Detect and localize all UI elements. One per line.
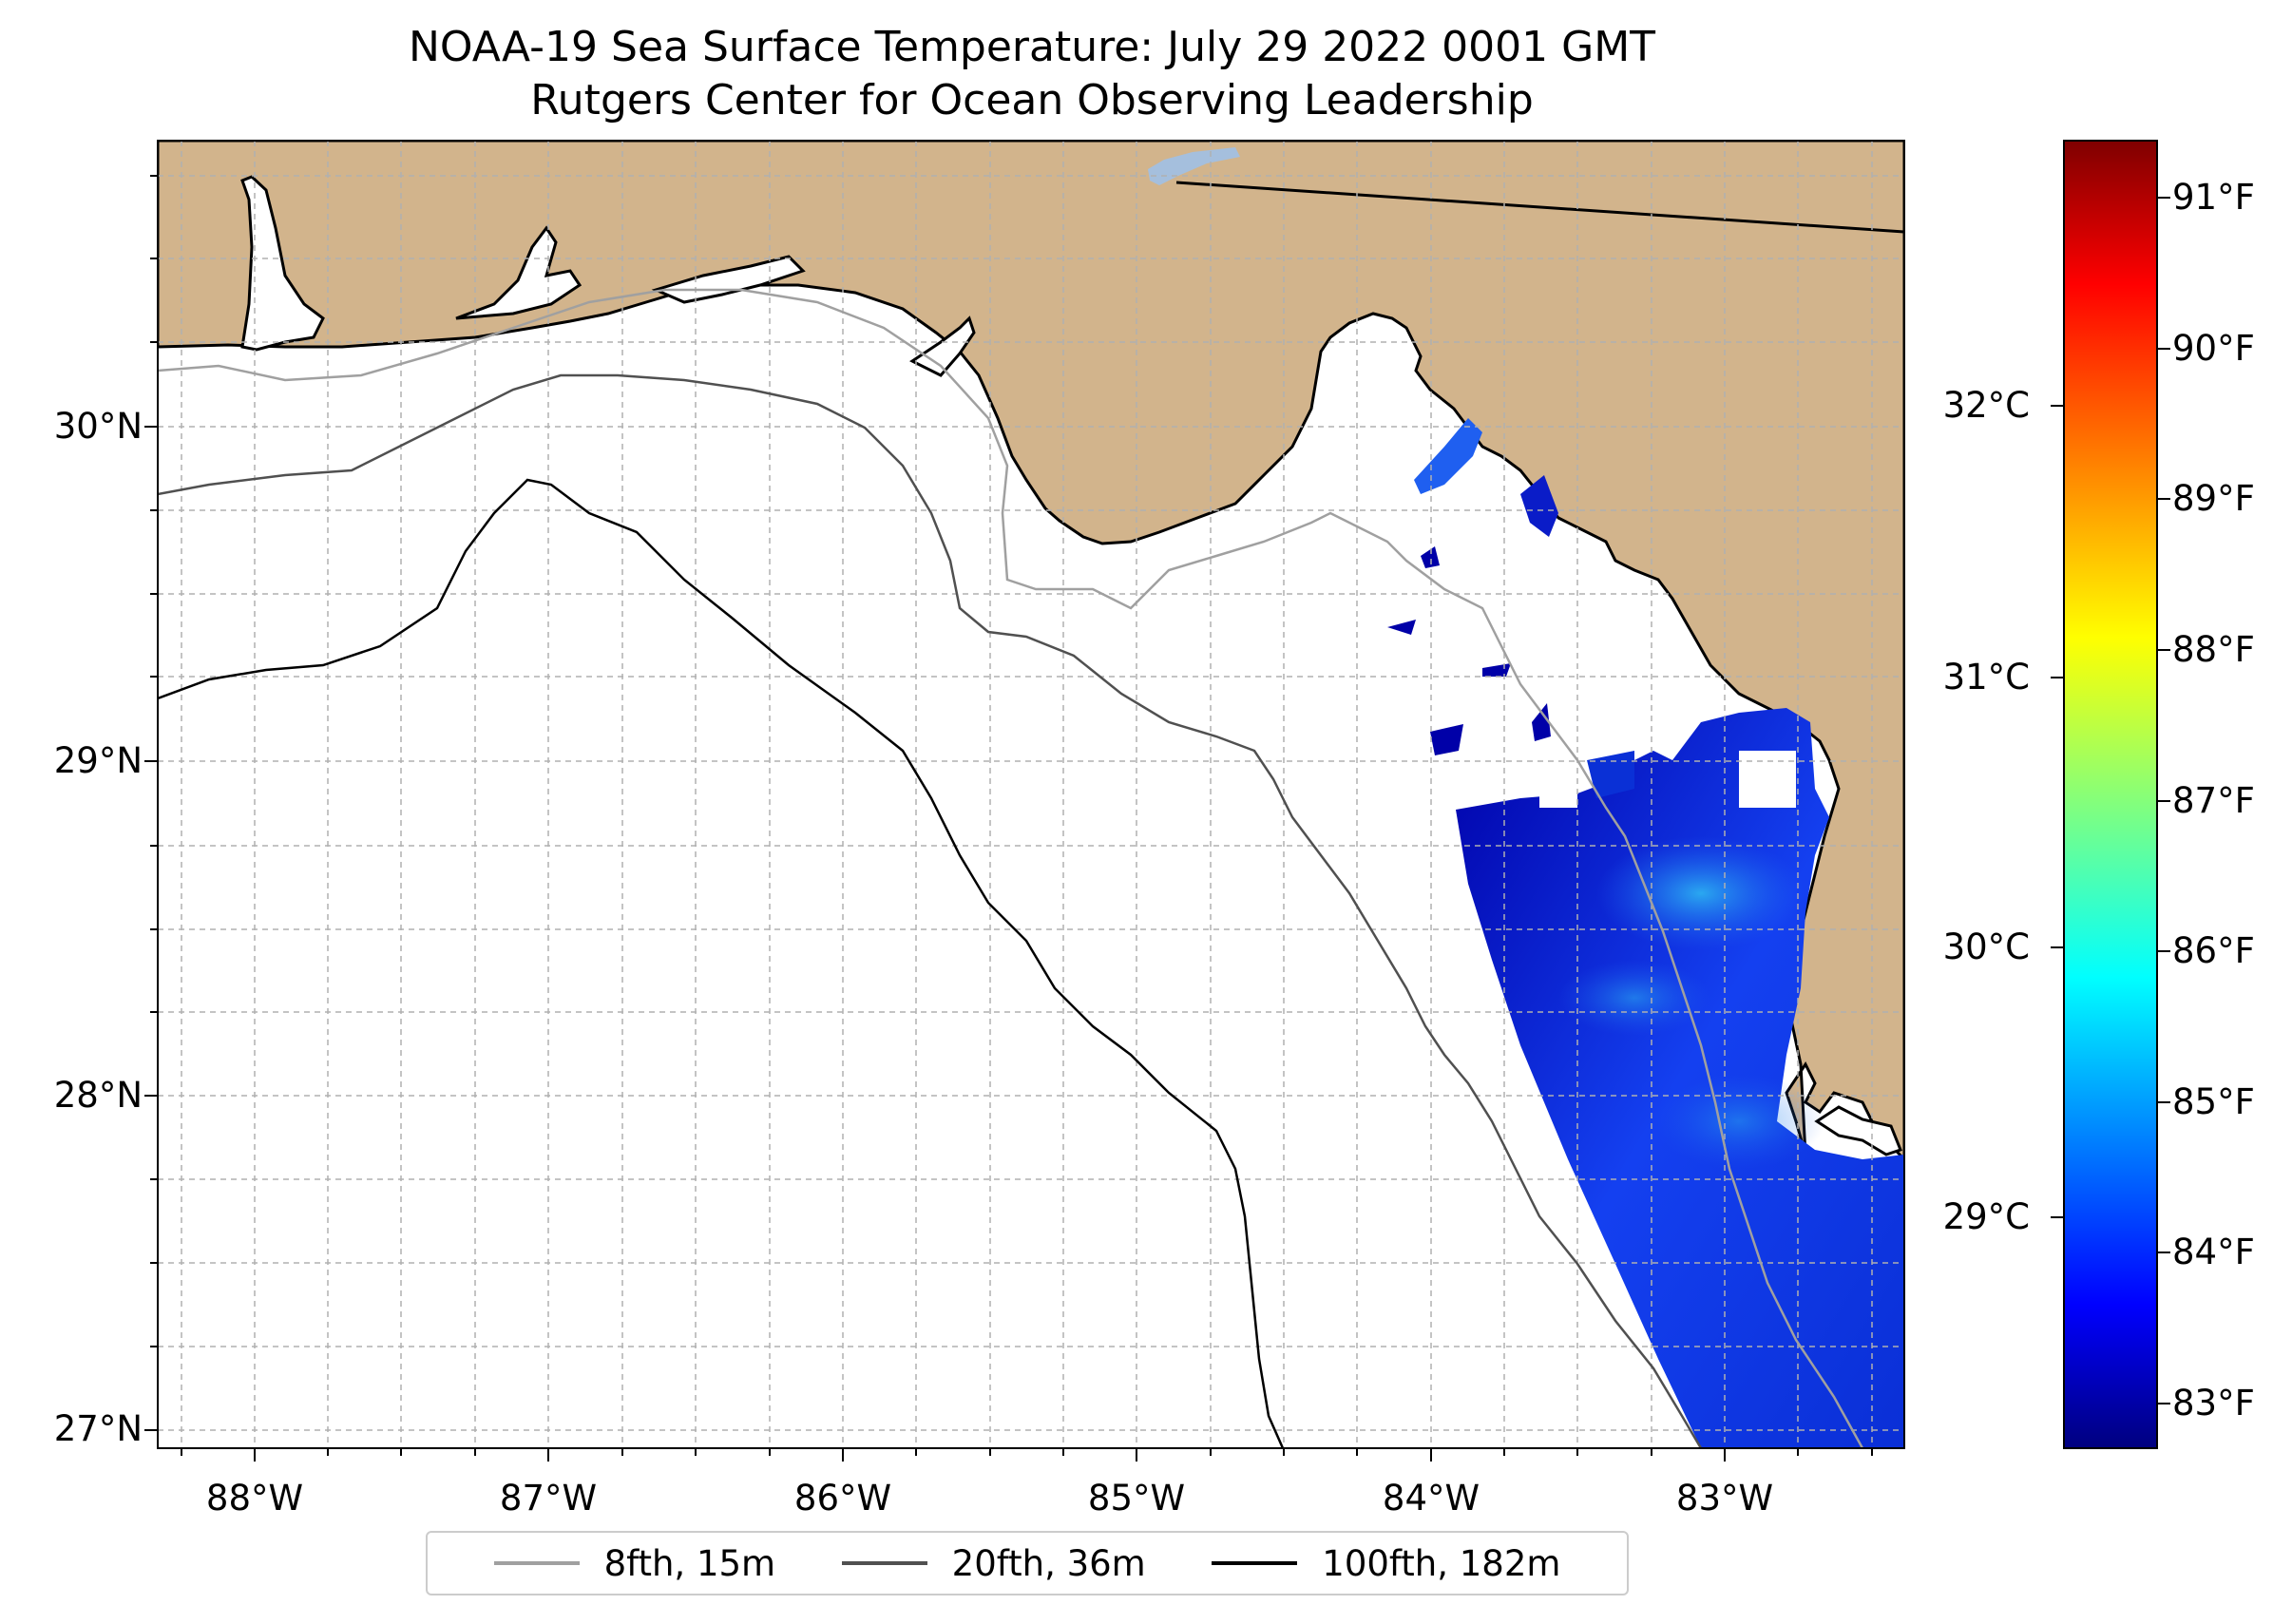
lake bbox=[1148, 147, 1240, 185]
isobath-20fth bbox=[158, 373, 1703, 1448]
state-border bbox=[1175, 181, 1904, 234]
apalachee-bay bbox=[909, 315, 976, 377]
mobile-bay bbox=[240, 175, 325, 352]
x-tick-label: 86°W bbox=[793, 1478, 892, 1519]
legend-label: 100fth, 182m bbox=[1322, 1542, 1561, 1584]
legend-label: 8fth, 15m bbox=[603, 1542, 776, 1584]
land-mass bbox=[158, 141, 1904, 1162]
colorbar-fahrenheit-label: 88°F bbox=[2172, 629, 2255, 670]
x-tick-label: 84°W bbox=[1382, 1478, 1480, 1519]
colorbar-ticks bbox=[2051, 197, 2170, 1404]
isobath-8fth bbox=[158, 288, 1864, 1448]
colorbar-fahrenheit-label: 86°F bbox=[2172, 930, 2255, 971]
legend-item-20fth: 20fth, 36m bbox=[841, 1542, 1146, 1584]
x-tick-label: 83°W bbox=[1675, 1478, 1774, 1519]
legend-line-8fth bbox=[493, 1561, 580, 1565]
colorbar-fahrenheit-label: 84°F bbox=[2172, 1232, 2255, 1272]
y-tick-label: 27°N bbox=[53, 1408, 143, 1449]
y-tick-label: 28°N bbox=[53, 1075, 143, 1116]
x-tick-label: 85°W bbox=[1087, 1478, 1186, 1519]
map-frame bbox=[157, 140, 1905, 1449]
chart-title: NOAA-19 Sea Surface Temperature: July 29… bbox=[408, 23, 1656, 71]
legend: 8fth, 15m 20fth, 36m 100fth, 182m bbox=[426, 1531, 1629, 1595]
gridlines bbox=[158, 141, 1904, 1448]
colorbar-fahrenheit-label: 85°F bbox=[2172, 1081, 2255, 1122]
legend-line-100fth bbox=[1212, 1561, 1298, 1565]
colorbar-celsius-label: 30°C bbox=[1942, 927, 2030, 967]
colorbar-celsius-label: 31°C bbox=[1942, 657, 2030, 697]
colorbar-celsius-label: 29°C bbox=[1942, 1196, 2030, 1237]
tampa-bay bbox=[1814, 1105, 1902, 1156]
legend-label: 20fth, 36m bbox=[951, 1542, 1146, 1584]
y-tick-label: 30°N bbox=[53, 406, 143, 447]
sst-data bbox=[1387, 418, 1904, 1448]
x-tick-marks bbox=[181, 1448, 1873, 1462]
colorbar-fahrenheit-label: 90°F bbox=[2172, 328, 2255, 369]
legend-item-8fth: 8fth, 15m bbox=[493, 1542, 776, 1584]
legend-item-100fth: 100fth, 182m bbox=[1212, 1543, 1560, 1584]
legend-line-20fth bbox=[841, 1561, 927, 1565]
map-area bbox=[158, 141, 1904, 1448]
y-tick-marks bbox=[144, 175, 158, 1431]
colorbar-celsius-label: 32°C bbox=[1942, 385, 2030, 426]
chart-subtitle: Rutgers Center for Ocean Observing Leade… bbox=[530, 76, 1534, 124]
isobath-100fth bbox=[158, 478, 1285, 1448]
colorbar-fahrenheit-label: 89°F bbox=[2172, 478, 2255, 519]
x-tick-label: 87°W bbox=[499, 1478, 598, 1519]
colorbar-fahrenheit-label: 91°F bbox=[2172, 177, 2255, 218]
x-tick-label: 88°W bbox=[205, 1478, 304, 1519]
colorbar bbox=[2063, 140, 2158, 1449]
colorbar-fahrenheit-label: 87°F bbox=[2172, 780, 2255, 821]
colorbar-fahrenheit-label: 83°F bbox=[2172, 1383, 2255, 1423]
y-tick-label: 29°N bbox=[53, 740, 143, 781]
